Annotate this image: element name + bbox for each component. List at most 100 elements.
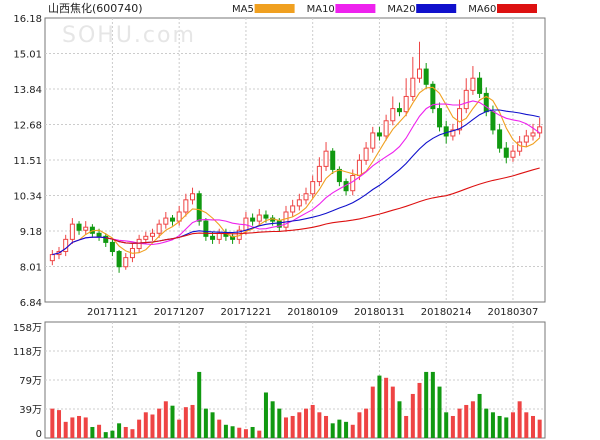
candle-body — [149, 232, 155, 237]
legend-swatch — [497, 4, 537, 13]
candle-body — [156, 223, 162, 234]
volume-bar — [297, 412, 302, 438]
candle-body — [383, 120, 389, 137]
candle-body — [423, 68, 429, 85]
volume-bar — [63, 421, 68, 438]
price-tick-label: 13.84 — [13, 85, 42, 96]
candle-body — [143, 235, 149, 240]
candle-body — [123, 257, 129, 268]
date-axis: 20171121 20171207 20171221 20180109 20180131… — [87, 307, 538, 318]
volume-bar — [237, 427, 242, 438]
volume-bar — [410, 393, 415, 438]
volume-bar — [257, 430, 262, 438]
volume-bar — [497, 415, 502, 438]
volume-bar — [477, 393, 482, 438]
candle-body — [263, 214, 269, 219]
volume-bar — [510, 412, 515, 438]
price-tick-label: 6.84 — [20, 298, 42, 309]
volume-bar — [437, 386, 442, 438]
candle-body — [163, 217, 169, 225]
volume-axis: 158万 118万 79万 39万 0 — [13, 323, 42, 440]
volume-bar — [283, 417, 288, 438]
candle-body — [443, 126, 449, 137]
volume-bar — [324, 415, 329, 438]
candle-body — [410, 77, 416, 97]
candle-body — [350, 175, 356, 192]
volume-bar — [357, 412, 362, 438]
candle-body — [116, 251, 122, 268]
candles — [49, 41, 543, 273]
candle-body — [69, 223, 75, 240]
candle-body — [336, 168, 342, 183]
candle-body — [256, 214, 262, 222]
date-tick-label: 20180214 — [421, 307, 472, 318]
volume-bar — [490, 412, 495, 438]
volume-tick-label: 39万 — [19, 405, 42, 416]
volume-bar — [150, 414, 155, 438]
candle-body — [517, 141, 523, 152]
volume-bar — [83, 417, 88, 438]
date-tick-label: 20171121 — [87, 307, 138, 318]
volume-bar — [517, 401, 522, 438]
volume-bar — [243, 429, 248, 438]
volume-bar — [464, 404, 469, 438]
candle-body — [497, 129, 503, 149]
price-grid — [45, 18, 545, 438]
candle-body — [250, 217, 256, 222]
candle-body — [83, 226, 89, 231]
volume-bar — [270, 401, 275, 438]
candle-body — [190, 193, 196, 201]
price-axis: 16.18 15.01 13.84 12.68 11.51 10.34 9.18 8.01 6.… — [13, 14, 42, 309]
volume-bar — [337, 419, 342, 438]
candle-body — [463, 89, 469, 110]
candle-body — [323, 150, 329, 167]
volume-bar — [424, 371, 429, 438]
price-tick-label: 16.18 — [13, 14, 42, 25]
ma-line-ma10 — [52, 100, 541, 256]
candle-body — [523, 135, 529, 143]
candle-body — [363, 147, 369, 161]
watermark: SOHU.com — [62, 23, 196, 48]
volume-bar — [110, 430, 115, 438]
candle-body — [530, 132, 536, 137]
legend-swatch — [254, 4, 295, 13]
volume-bar — [344, 421, 349, 438]
volume-bar — [384, 377, 389, 438]
volume-bar — [350, 424, 355, 438]
volume-bar — [230, 426, 235, 438]
volume-bar — [470, 401, 475, 438]
candle-body — [403, 95, 409, 113]
volume-bar — [223, 424, 228, 438]
candle-body — [183, 199, 189, 213]
volume-bar — [444, 412, 449, 438]
volume-tick-label: 158万 — [13, 323, 42, 334]
volume-tick-label: 0 — [36, 429, 42, 440]
candle-body — [109, 241, 115, 253]
date-tick-label: 20180131 — [354, 307, 405, 318]
volume-bar — [304, 408, 309, 438]
date-tick-label: 20171221 — [220, 307, 271, 318]
price-tick-label: 15.01 — [13, 50, 42, 61]
volume-bar — [430, 371, 435, 438]
candle-body — [290, 205, 296, 213]
candle-body — [96, 232, 102, 237]
candle-body — [63, 238, 69, 253]
volume-tick-label: 79万 — [19, 376, 42, 387]
price-tick-label: 10.34 — [13, 192, 42, 203]
legend-label: MA5 — [232, 4, 254, 15]
candle-body — [276, 220, 282, 228]
candle-body — [510, 150, 516, 158]
ma-line-ma20 — [52, 109, 540, 256]
volume-bar — [330, 423, 335, 438]
candle-body — [303, 193, 309, 201]
volume-bar — [364, 408, 369, 438]
volume-bar — [123, 426, 128, 438]
volume-bar — [504, 417, 509, 438]
date-tick-label: 20171207 — [154, 307, 205, 318]
candle-body — [49, 254, 55, 262]
candle-body — [437, 108, 443, 128]
volume-bar — [277, 408, 282, 438]
volume-bar — [450, 415, 455, 438]
candle-body — [470, 77, 476, 91]
volume-bar — [117, 423, 122, 438]
